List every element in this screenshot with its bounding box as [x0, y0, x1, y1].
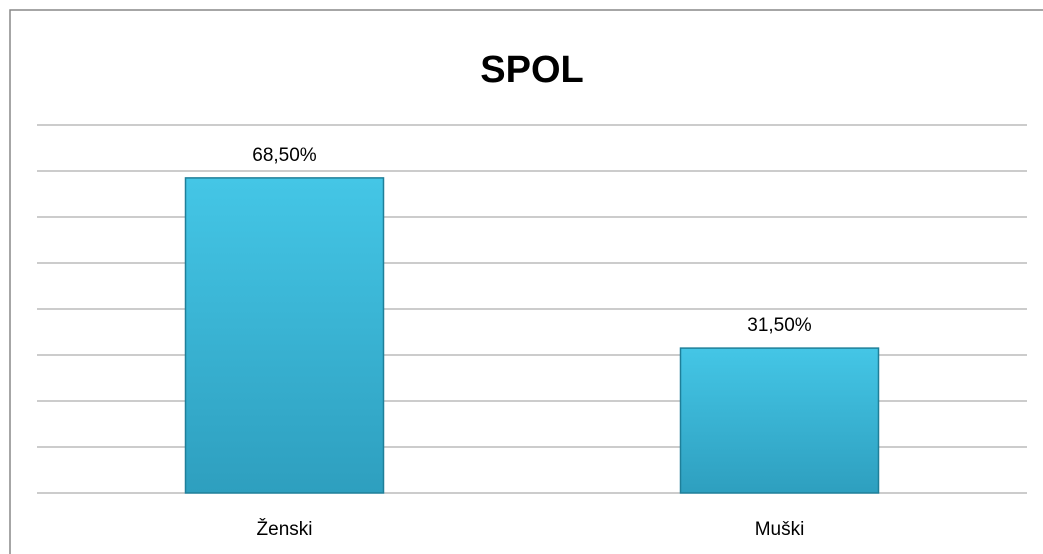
bar	[679, 347, 880, 494]
data-label: 68,50%	[252, 145, 317, 166]
x-tick-label: Ženski	[257, 518, 313, 540]
chart-title: SPOL	[480, 49, 583, 91]
chart-frame	[9, 9, 1043, 554]
bar	[184, 177, 385, 494]
data-label: 31,50%	[747, 315, 812, 336]
x-tick-label: Muški	[755, 519, 805, 540]
